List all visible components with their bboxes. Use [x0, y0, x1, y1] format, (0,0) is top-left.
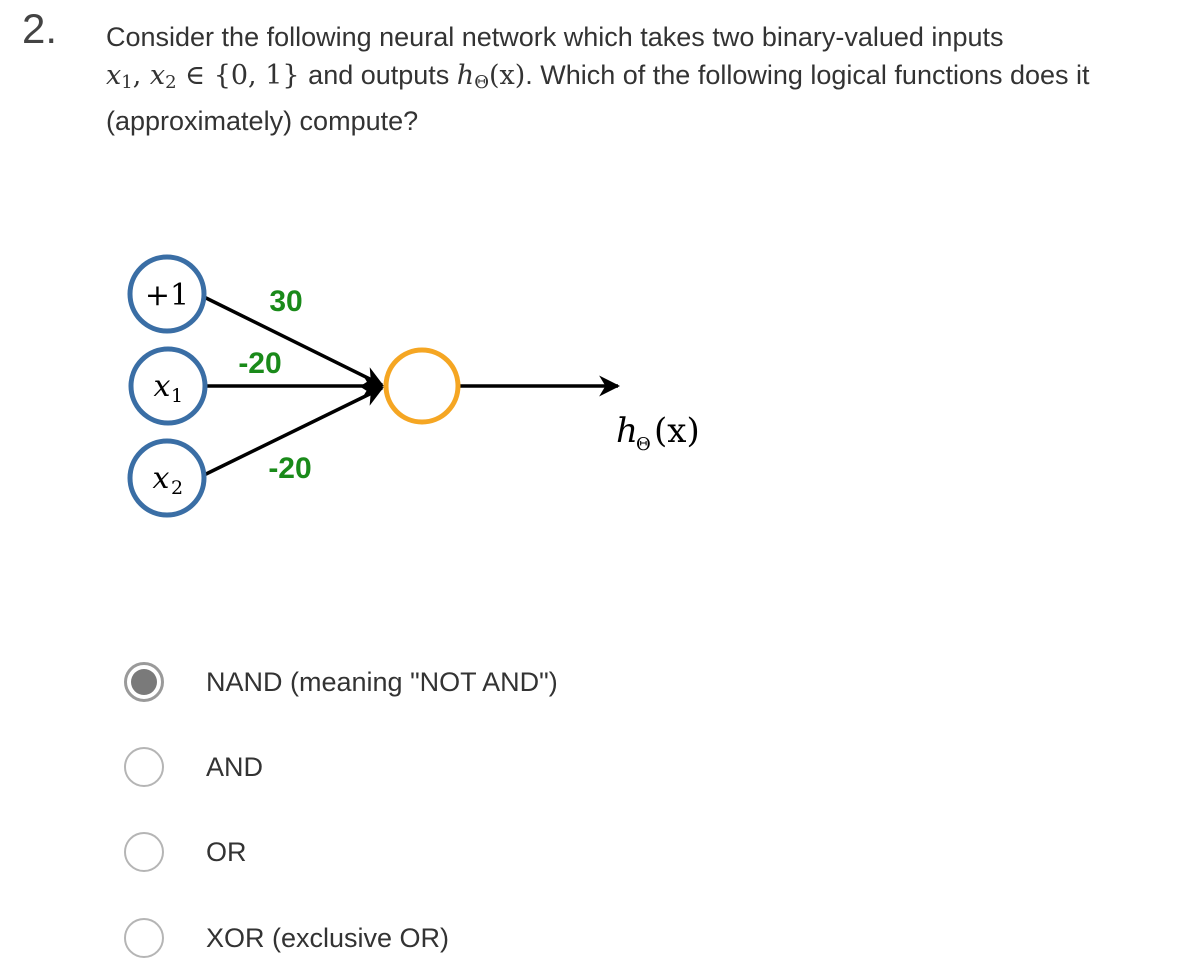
neural-network-diagram: +1 x 1 x 2 30 -20 -20 h Θ (x) — [127, 254, 700, 518]
option-label: AND — [206, 751, 264, 782]
radio-button[interactable] — [124, 832, 164, 872]
x2-node-subscript: 2 — [171, 477, 183, 499]
x1-node: x 1 — [128, 346, 208, 426]
weight-x1: -20 — [238, 347, 281, 380]
option-or[interactable]: OR — [124, 822, 724, 882]
math-inputs: x1, x2 ∈ {0, 1} — [106, 60, 309, 93]
question-text-line1: Consider the following neural network wh… — [106, 22, 1004, 52]
radio-button[interactable] — [124, 918, 164, 958]
option-label: XOR (exclusive OR) — [206, 922, 450, 953]
radio-button-selected[interactable] — [124, 662, 164, 702]
x1-node-subscript: 1 — [171, 385, 183, 407]
edge-bias-to-output — [203, 295, 384, 387]
weight-x2: -20 — [268, 452, 311, 485]
radio-button[interactable] — [124, 747, 164, 787]
x1-node-label: x — [154, 369, 171, 404]
option-xor[interactable]: XOR (exclusive OR) — [124, 908, 724, 968]
question-text-and-outputs: and outputs — [308, 60, 457, 90]
x2-node: x 2 — [127, 438, 207, 518]
output-label-sub: Θ — [636, 434, 651, 455]
x2-node-label: x — [153, 461, 170, 496]
output-label: h Θ (x) — [616, 411, 700, 455]
weight-bias: 30 — [269, 285, 302, 318]
output-label-arg: (x) — [654, 411, 700, 451]
option-nand[interactable]: NAND (meaning "NOT AND") — [124, 652, 724, 712]
edge-x2-to-output — [203, 386, 384, 477]
bias-node-label: +1 — [145, 278, 189, 313]
option-label: OR — [206, 836, 247, 867]
option-label: NAND (meaning "NOT AND") — [206, 666, 558, 697]
option-and[interactable]: AND — [124, 737, 724, 797]
output-node — [383, 347, 461, 425]
math-hypothesis: hΘ(x) — [456, 60, 526, 93]
output-label-h: h — [616, 411, 638, 451]
bias-node: +1 — [127, 254, 207, 334]
question-number: 2. — [22, 5, 58, 52]
question-text: Consider the following neural network wh… — [106, 18, 1176, 140]
question-text-rest: . Which of the following logical functio… — [106, 60, 1090, 136]
